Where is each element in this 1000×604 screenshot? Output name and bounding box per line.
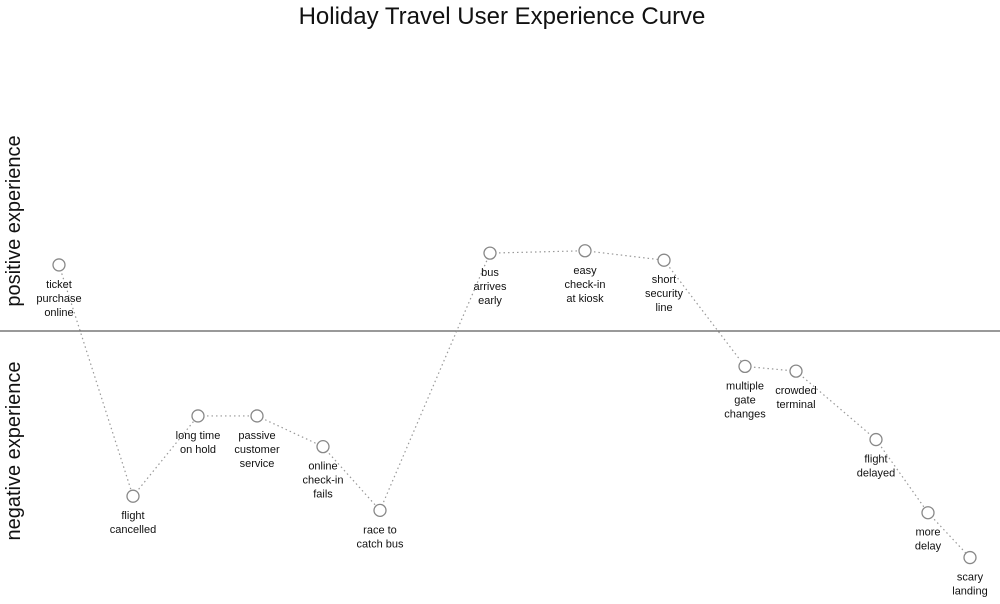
data-point-label-line: purchase: [36, 293, 81, 305]
data-point: [869, 432, 883, 447]
curve-segment: [744, 365, 797, 372]
data-point: [738, 359, 752, 374]
data-point-label: crowded terminal: [775, 385, 817, 411]
data-point-label: multiple gate changes: [724, 380, 766, 420]
data-point-label: short security line: [645, 274, 683, 314]
data-point-label-line: race to: [363, 524, 397, 536]
curve-segment: [379, 252, 491, 511]
data-point: [52, 258, 66, 272]
data-point-label: ticket purchase online: [36, 279, 81, 319]
data-point-label: bus arrives early: [473, 267, 507, 307]
data-point-label: easy check-in at kiosk: [565, 265, 606, 305]
data-point: [191, 409, 205, 423]
data-point: [963, 550, 977, 565]
data-point-label-line: more: [915, 527, 940, 539]
data-point: [921, 506, 935, 520]
data-point-label-line: easy: [573, 265, 597, 277]
data-point-label: scary landing: [952, 572, 987, 598]
data-point-label-line: changes: [724, 408, 766, 420]
data-point-label-line: long time: [176, 430, 221, 442]
curve-segment: [322, 446, 381, 511]
data-point-label-line: ticket: [46, 279, 72, 291]
data-point-label-line: on hold: [180, 444, 216, 456]
chart-title: Holiday Travel User Experience Curve: [299, 3, 706, 30]
data-point-label-line: short: [652, 274, 676, 286]
data-point: [578, 244, 592, 258]
data-point-label-line: online: [308, 461, 337, 473]
curve-segment: [875, 439, 929, 514]
data-point-label: long time on hold: [176, 430, 221, 456]
curve-segment: [132, 415, 199, 497]
data-point: [126, 489, 140, 503]
data-point-label-line: catch bus: [356, 538, 404, 550]
data-point: [657, 253, 671, 267]
data-point-label: passive customer service: [234, 430, 280, 470]
data-point-label-line: security: [645, 288, 683, 300]
data-point-label-line: crowded: [775, 385, 817, 397]
data-point-label-line: customer: [234, 444, 280, 456]
data-point-label-line: landing: [952, 586, 987, 598]
curve-segment: [256, 415, 324, 448]
data-point: [483, 246, 497, 260]
data-point-label-line: early: [478, 295, 502, 307]
data-point-label-line: delayed: [857, 468, 896, 480]
data-point-label-line: gate: [734, 394, 755, 406]
data-point-label-line: service: [240, 458, 275, 470]
positive-experience-label: positive experience: [3, 135, 25, 306]
data-point-label-line: terminal: [776, 399, 815, 411]
data-point-label: flight cancelled: [110, 510, 156, 536]
data-point-label-line: online: [44, 307, 73, 319]
data-point-label-line: line: [655, 302, 672, 314]
data-point: [789, 364, 803, 378]
data-point: [250, 409, 264, 423]
point-labels: ticket purchase online flight cancelled long …: [36, 265, 987, 598]
data-point-label: flight delayed: [857, 454, 896, 480]
curve-segment: [584, 250, 665, 261]
data-point-label-line: fails: [313, 489, 333, 501]
data-point-label: online check-in fails: [303, 461, 344, 501]
data-point-label-line: cancelled: [110, 524, 156, 536]
data-point-label: more delay: [915, 527, 942, 553]
data-point-label-line: check-in: [565, 279, 606, 291]
data-point-label-line: at kiosk: [566, 293, 604, 305]
data-point-label-line: flight: [864, 454, 887, 466]
data-point-label-line: check-in: [303, 475, 344, 487]
curve-segment: [927, 512, 971, 558]
data-point-label-line: arrives: [473, 281, 507, 293]
data-point-label-line: multiple: [726, 380, 764, 392]
curve-points: [52, 244, 977, 565]
data-point-label-line: delay: [915, 541, 942, 553]
data-point-label-line: bus: [481, 267, 499, 279]
data-point-label: race to catch bus: [356, 524, 404, 550]
data-point: [316, 439, 330, 454]
data-point: [373, 503, 387, 518]
data-point-label-line: flight: [121, 510, 144, 522]
negative-experience-label: negative experience: [3, 361, 25, 540]
curve-segment: [489, 250, 586, 254]
data-point-label-line: scary: [957, 572, 984, 584]
data-point-label-line: passive: [238, 430, 275, 442]
curve-segments: [58, 250, 971, 558]
